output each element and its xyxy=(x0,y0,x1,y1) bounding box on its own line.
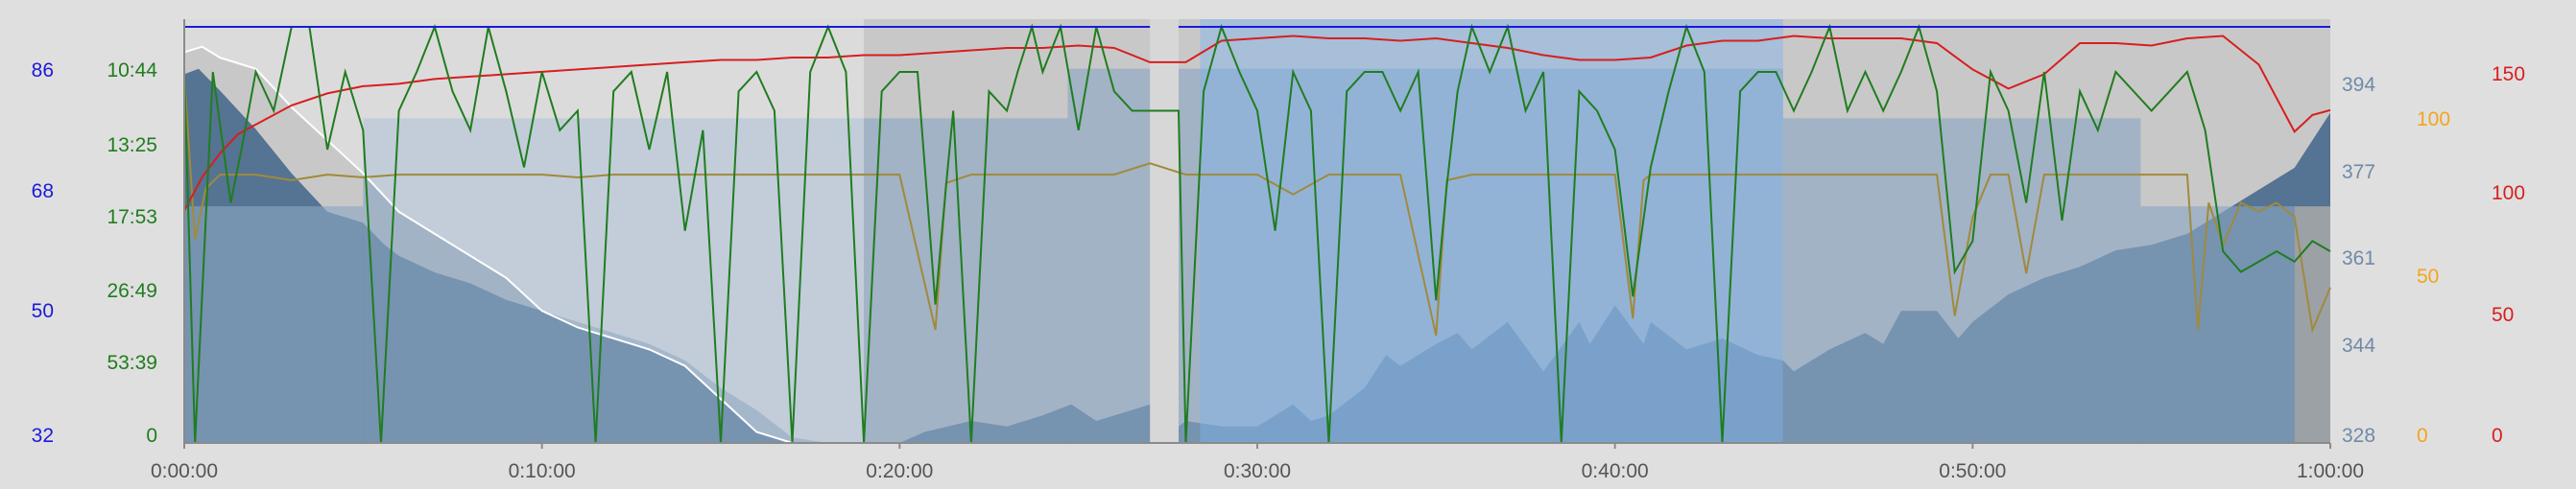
cadence-axis-tick-label: 50 xyxy=(2417,266,2439,288)
elevation-axis-tick-label: 361 xyxy=(2342,247,2375,269)
grade-envelope-fill xyxy=(184,19,865,443)
pace-line xyxy=(183,23,2331,444)
x-axis-tick-label: 0:00:00 xyxy=(151,460,218,482)
zone-band xyxy=(184,206,364,443)
x-axis-tick-label: 0:20:00 xyxy=(866,460,933,482)
heart-rate-axis-tick-label: 0 xyxy=(2492,425,2503,447)
x-axis-tick-label: 0:30:00 xyxy=(1224,460,1291,482)
zone-band xyxy=(2140,206,2295,443)
pace-axis-tick-label: 26:49 xyxy=(107,280,157,302)
zone-band xyxy=(363,118,1068,443)
pace-axis-tick-label: 13:25 xyxy=(107,134,157,156)
heart-rate-axis-tick-label: 150 xyxy=(2492,63,2525,85)
blue-axis-tick-label: 50 xyxy=(32,300,54,322)
blue-axis-tick-label: 68 xyxy=(32,180,54,202)
pace-axis-tick-label: 53:39 xyxy=(107,352,157,374)
blue-axis-tick-label: 32 xyxy=(32,425,54,447)
blue-axis-tick-label: 86 xyxy=(32,59,54,82)
tick-label-layer: 86 68 50 32 10:44 13:25 17:53 26:49 53:39 0 394 377… xyxy=(32,59,2525,482)
x-axis-tick-label: 0:40:00 xyxy=(1582,460,1649,482)
x-axis-tick-label: 0:50:00 xyxy=(1939,460,2006,482)
heart-rate-axis-tick-label: 50 xyxy=(2492,304,2514,326)
x-axis-tick-label: 1:00:00 xyxy=(2297,460,2364,482)
zone-band xyxy=(1067,68,1783,443)
heart-rate-axis-tick-label: 100 xyxy=(2492,182,2525,204)
x-axis-tick-label: 0:10:00 xyxy=(509,460,576,482)
grade-envelope-line xyxy=(183,45,865,444)
pace-axis-tick-label: 0 xyxy=(146,425,157,447)
elevation-axis-tick-label: 328 xyxy=(2342,425,2375,447)
pace-axis-tick-label: 10:44 xyxy=(107,59,157,82)
selection-range[interactable] xyxy=(1200,19,1783,443)
elevation-axis-tick-label: 377 xyxy=(2342,161,2375,183)
zone-band-layer xyxy=(183,19,2330,444)
selection-highlight-layer[interactable] xyxy=(1200,19,1783,443)
data-gap xyxy=(1150,19,1180,443)
elevation-axis-tick-label: 344 xyxy=(2342,335,2375,357)
cadence-axis-tick-label: 0 xyxy=(2417,425,2428,447)
series-line-layer xyxy=(183,23,2331,444)
cadence-axis-tick-label: 100 xyxy=(2417,108,2450,130)
elevation-axis-tick-label: 394 xyxy=(2342,74,2375,96)
pace-axis-tick-label: 17:53 xyxy=(107,206,157,228)
